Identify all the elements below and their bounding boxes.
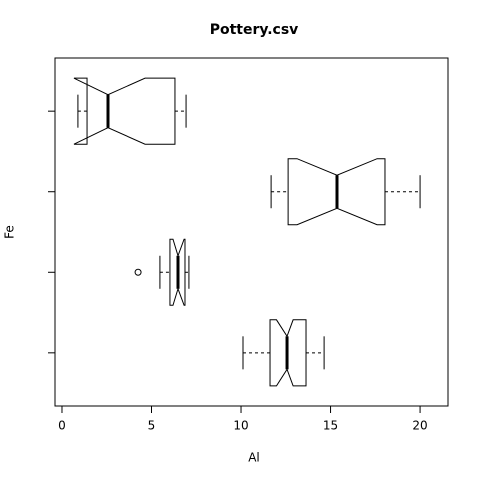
x-tick-label: 20 [412, 419, 427, 433]
chart-title: Pottery.csv [210, 22, 299, 38]
box [73, 77, 176, 145]
x-tick-label: 5 [148, 419, 156, 433]
x-axis-label: Al [248, 451, 260, 465]
outlier [134, 268, 142, 276]
x-tick-label: 15 [323, 419, 338, 433]
x-tick-label: 0 [58, 419, 66, 433]
x-tick-label: 10 [233, 419, 248, 433]
y-axis-label: Fe [3, 225, 17, 239]
